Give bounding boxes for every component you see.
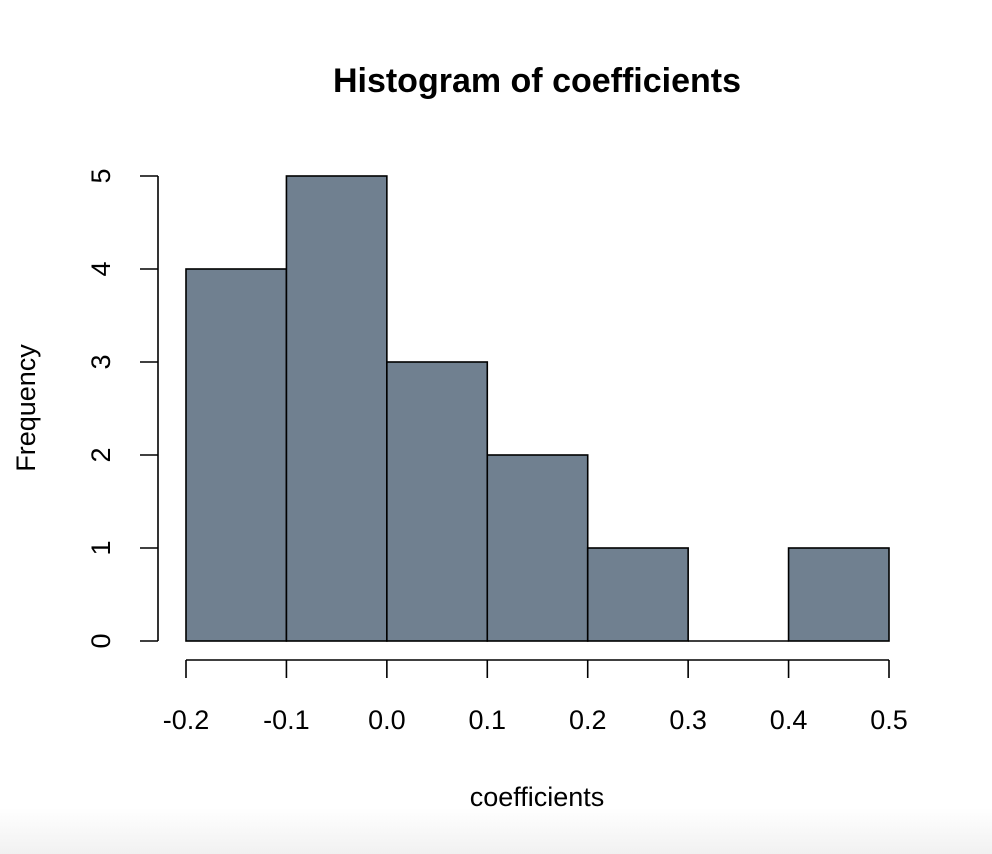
histogram-bar [285,175,388,642]
x-axis-label: coefficients [470,782,605,812]
histogram-bar [185,268,288,642]
x-tick-label: 0.1 [469,705,507,735]
histogram-bar [486,454,589,642]
x-tick-label: -0.2 [163,705,210,735]
histogram-bar [586,547,689,642]
x-axis: -0.2 -0.1 0.0 0.1 0.2 0.3 0.4 0.5 [163,659,908,735]
x-tick-label: 0.4 [770,705,808,735]
chart-title: Histogram of coefficients [333,62,741,100]
histogram-bar [386,361,489,642]
y-tick-label: 3 [86,354,116,369]
y-axis-label: Frequency [11,344,41,472]
bars-group [185,175,890,642]
x-tick-label: 0.2 [569,705,607,735]
y-tick-label: 1 [86,540,116,555]
x-tick-label: 0.3 [669,705,707,735]
y-tick-label: 4 [86,261,116,276]
y-tick-label: 2 [86,447,116,462]
y-axis: 0 1 2 3 4 5 [86,168,159,649]
histogram-bar [787,547,890,642]
x-tick-label: 0.5 [870,705,908,735]
y-tick-label: 5 [86,168,116,183]
y-tick-label: 0 [86,633,116,648]
x-tick-label: 0.0 [368,705,406,735]
x-tick-label: -0.1 [263,705,310,735]
